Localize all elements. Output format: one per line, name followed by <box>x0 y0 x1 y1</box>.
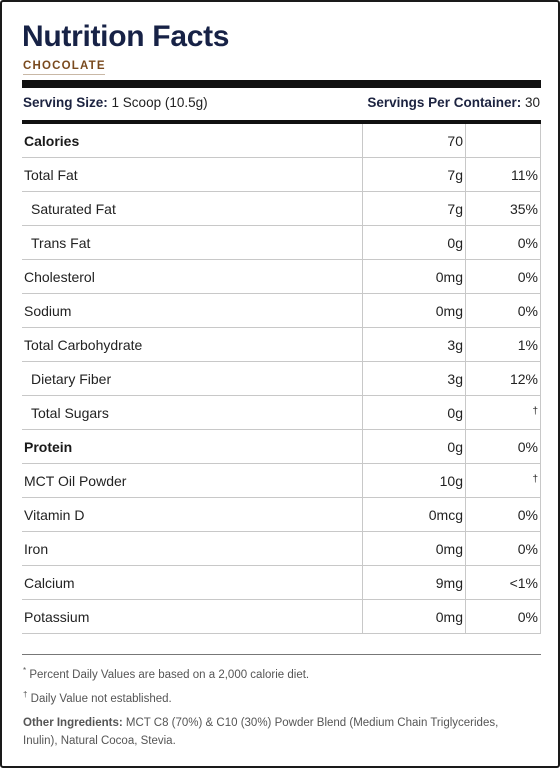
nutrient-amount: 9mg <box>362 565 466 600</box>
footnote-divider <box>22 654 541 655</box>
nutrient-amount: 10g <box>362 463 466 498</box>
nutrient-amount: 0mg <box>362 259 466 294</box>
nutrient-daily-value: 0% <box>465 259 541 294</box>
nutrient-name: Saturated Fat <box>22 191 363 226</box>
table-row: Calories 70 <box>22 124 541 158</box>
table-row: Saturated Fat 7g 35% <box>22 191 541 226</box>
nutrient-daily-value: 0% <box>465 225 541 260</box>
servings-per-container-value: 30 <box>524 95 540 110</box>
nutrient-amount: 0g <box>362 395 466 430</box>
nutrient-daily-value: 12% <box>465 361 541 396</box>
table-row: Potassium 0mg 0% <box>22 599 541 634</box>
servings-per-container-label: Servings Per Container: <box>367 95 522 110</box>
nutrient-daily-value: 1% <box>465 327 541 362</box>
nutrient-name: Potassium <box>22 599 363 634</box>
nutrient-daily-value: 11% <box>465 157 541 192</box>
servings-per-container: Servings Per Container: 30 <box>367 95 540 110</box>
dagger-footnote-mark: † <box>23 690 28 699</box>
dagger-mark: † <box>532 405 538 417</box>
nutrient-daily-value: 0% <box>465 531 541 566</box>
nutrient-daily-value: 0% <box>465 497 541 532</box>
flavor-underline <box>23 74 105 75</box>
serving-size: Serving Size: 1 Scoop (10.5g) <box>23 95 208 110</box>
dagger-note-text: Daily Value not established. <box>30 692 172 705</box>
nutrient-name: Total Fat <box>22 157 363 192</box>
nutrient-daily-value: 0% <box>465 599 541 634</box>
percent-daily-value-text: Percent Daily Values are based on a 2,00… <box>29 668 310 681</box>
table-row: Cholesterol 0mg 0% <box>22 259 541 294</box>
nutrient-name: Sodium <box>22 293 363 328</box>
table-divider <box>22 120 541 124</box>
table-row: Total Carbohydrate 3g 1% <box>22 327 541 362</box>
percent-daily-value-note: * Percent Daily Values are based on a 2,… <box>23 666 309 681</box>
nutrient-amount: 0g <box>362 225 466 260</box>
dagger-mark: † <box>532 473 538 485</box>
nutrient-name: Calcium <box>22 565 363 600</box>
nutrient-daily-value: <1% <box>465 565 541 600</box>
nutrient-amount: 70 <box>362 124 466 158</box>
table-row: MCT Oil Powder 10g † <box>22 463 541 498</box>
table-row: Vitamin D 0mcg 0% <box>22 497 541 532</box>
nutrient-amount: 0mcg <box>362 497 466 532</box>
other-ingredients: Other Ingredients: MCT C8 (70%) & C10 (3… <box>23 714 503 750</box>
nutrient-name: Trans Fat <box>22 225 363 260</box>
table-row: Trans Fat 0g 0% <box>22 225 541 260</box>
nutrient-name: MCT Oil Powder <box>22 463 363 498</box>
nutrient-daily-value <box>465 124 541 158</box>
nutrient-name: Dietary Fiber <box>22 361 363 396</box>
nutrient-name-protein: Protein <box>22 429 363 464</box>
nutrient-amount: 0mg <box>362 293 466 328</box>
table-row: Total Sugars 0g † <box>22 395 541 430</box>
serving-info: Serving Size: 1 Scoop (10.5g) Servings P… <box>23 95 540 110</box>
table-row: Total Fat 7g 11% <box>22 157 541 192</box>
nutrient-name: Cholesterol <box>22 259 363 294</box>
page-title: Nutrition Facts <box>22 20 230 53</box>
nutrient-name: Iron <box>22 531 363 566</box>
table-row: Calcium 9mg <1% <box>22 565 541 600</box>
table-row: Iron 0mg 0% <box>22 531 541 566</box>
nutrient-name: Vitamin D <box>22 497 363 532</box>
nutrient-name-calories: Calories <box>22 124 363 158</box>
nutrient-amount: 0g <box>362 429 466 464</box>
header-divider <box>22 80 541 88</box>
nutrient-daily-value: 35% <box>465 191 541 226</box>
dagger-note: † Daily Value not established. <box>23 690 172 705</box>
nutrient-name: Total Carbohydrate <box>22 327 363 362</box>
table-row: Dietary Fiber 3g 12% <box>22 361 541 396</box>
nutrient-amount: 7g <box>362 191 466 226</box>
other-ingredients-text: MCT C8 (70%) & C10 (30%) Powder Blend (M… <box>23 717 499 747</box>
nutrient-name: Total Sugars <box>22 395 363 430</box>
nutrient-daily-value: 0% <box>465 293 541 328</box>
nutrient-amount: 3g <box>362 327 466 362</box>
flavor-label: CHOCOLATE <box>23 60 106 72</box>
nutrient-amount: 3g <box>362 361 466 396</box>
nutrient-daily-value: 0% <box>465 429 541 464</box>
serving-size-label: Serving Size: <box>23 95 108 110</box>
table-row: Protein 0g 0% <box>22 429 541 464</box>
nutrient-amount: 7g <box>362 157 466 192</box>
nutrient-amount: 0mg <box>362 531 466 566</box>
other-ingredients-label: Other Ingredients: <box>23 717 123 729</box>
asterisk-mark: * <box>23 666 27 675</box>
nutrient-table: Calories 70 Total Fat 7g 11% Saturated F… <box>22 124 541 634</box>
serving-size-value: 1 Scoop (10.5g) <box>111 95 208 110</box>
table-row: Sodium 0mg 0% <box>22 293 541 328</box>
nutrient-amount: 0mg <box>362 599 466 634</box>
